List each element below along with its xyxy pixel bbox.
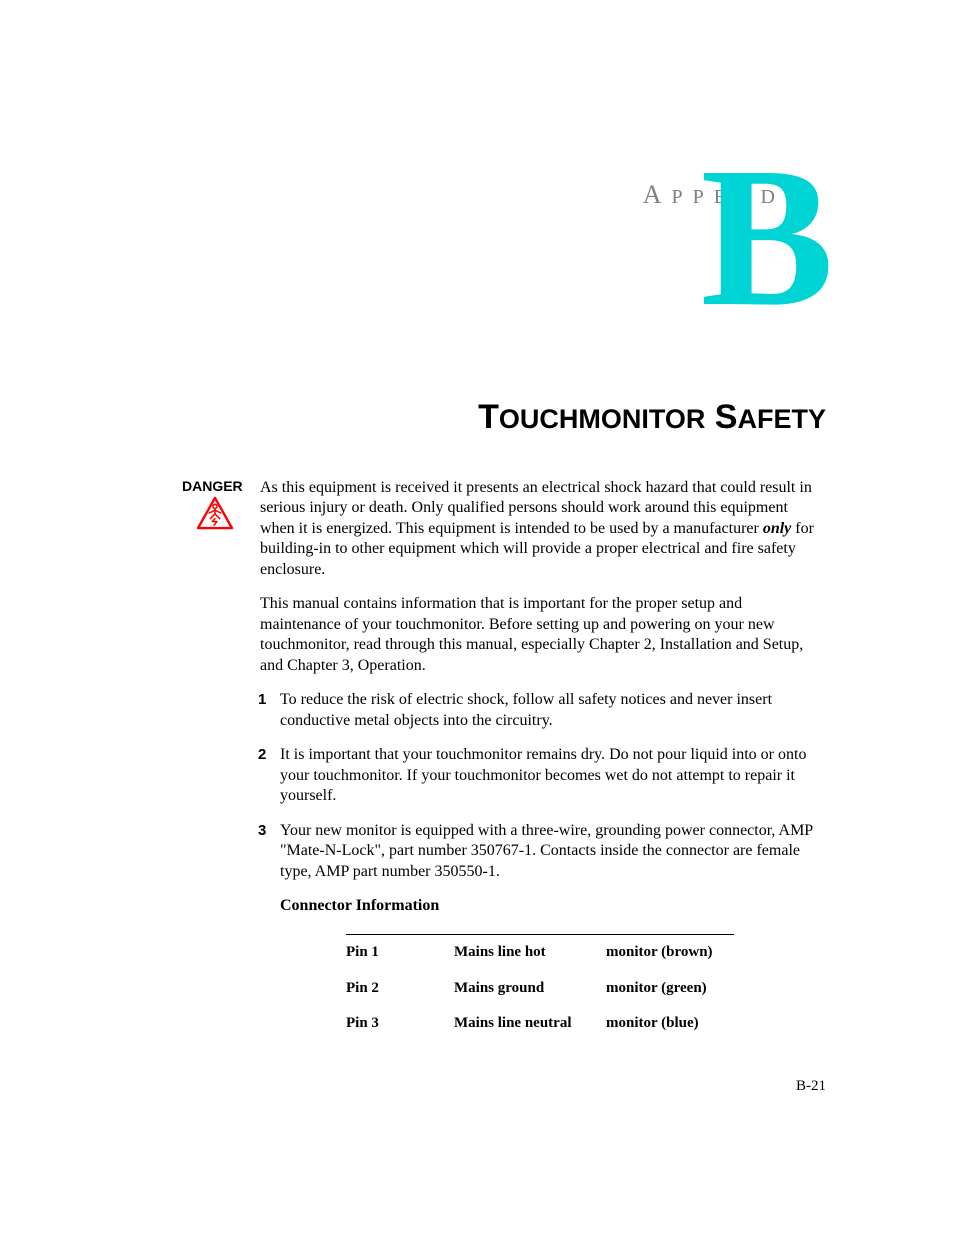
safety-list: 1 To reduce the risk of electric shock, …	[260, 690, 820, 882]
list-text-2: It is important that your touchmonitor r…	[280, 746, 806, 804]
table-row: Pin 3 Mains line neutral monitor (blue)	[346, 1006, 734, 1041]
list-text-1: To reduce the risk of electric shock, fo…	[280, 691, 772, 728]
list-text-3: Your new monitor is equipped with a thre…	[280, 822, 813, 880]
list-num-3: 3	[258, 821, 266, 840]
list-item: 2 It is important that your touchmonitor…	[260, 745, 820, 806]
title-word-1-cap: T	[478, 398, 499, 436]
appendix-letter: B	[701, 138, 834, 338]
connector-table: Pin 1 Mains line hot monitor (brown) Pin…	[346, 934, 734, 1041]
list-num-1: 1	[258, 690, 266, 709]
page-number: B-21	[796, 1078, 826, 1095]
intro-para-1: As this equipment is received it present…	[260, 478, 820, 580]
cell-desc: Mains line hot	[454, 935, 606, 971]
danger-label: DANGER	[182, 478, 243, 494]
chapter-title: TOUCHMONITOR SAFETY	[478, 398, 826, 437]
title-word-1-rest: OUCHMONITOR	[499, 404, 706, 434]
cell-color: monitor (blue)	[606, 1006, 734, 1041]
connector-info-heading: Connector Information	[280, 896, 820, 916]
cell-color: monitor (brown)	[606, 935, 734, 971]
cell-desc: Mains ground	[454, 971, 606, 1006]
intro-para-1a: As this equipment is received it present…	[260, 479, 812, 537]
cell-desc: Mains line neutral	[454, 1006, 606, 1041]
body-column: As this equipment is received it present…	[260, 478, 820, 1041]
table-row: Pin 1 Mains line hot monitor (brown)	[346, 935, 734, 971]
list-num-2: 2	[258, 745, 266, 764]
intro-para-2: This manual contains information that is…	[260, 594, 820, 676]
danger-icon	[196, 496, 234, 530]
list-item: 1 To reduce the risk of electric shock, …	[260, 690, 820, 731]
intro-para-1-em: only	[763, 520, 791, 537]
title-word-2-rest: AFETY	[737, 404, 826, 434]
title-word-2-cap: S	[715, 398, 738, 436]
cell-pin: Pin 1	[346, 935, 454, 971]
table-row: Pin 2 Mains ground monitor (green)	[346, 971, 734, 1006]
list-item: 3 Your new monitor is equipped with a th…	[260, 821, 820, 882]
page: APPENDIX B TOUCHMONITOR SAFETY DANGER As…	[0, 0, 954, 1235]
cell-pin: Pin 2	[346, 971, 454, 1006]
cell-pin: Pin 3	[346, 1006, 454, 1041]
cell-color: monitor (green)	[606, 971, 734, 1006]
appendix-label-first: A	[643, 180, 672, 209]
